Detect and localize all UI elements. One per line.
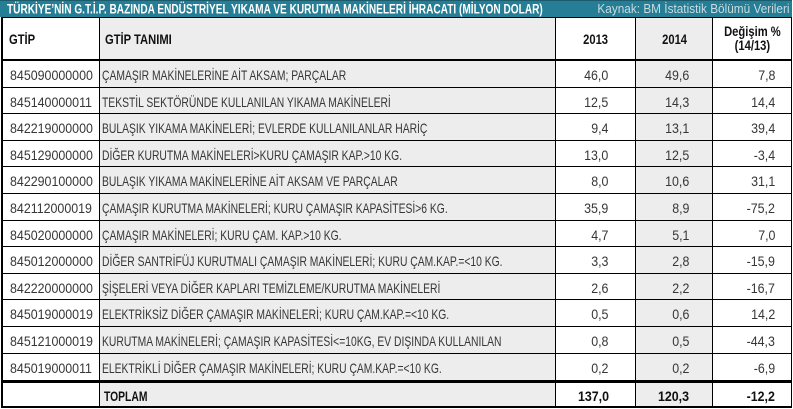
cell-2013: 9,4 (556, 114, 637, 140)
total-label: TOPLAM (99, 382, 557, 407)
cell-gtip-code: 842290100000 (3, 167, 100, 193)
cell-change: 31,1 (713, 167, 792, 193)
cell-change: 14,2 (713, 300, 792, 326)
cell-2014: 12,5 (636, 140, 714, 167)
cell-2013: 12,5 (556, 87, 637, 114)
cell-2014: 2,2 (636, 273, 714, 300)
cell-2013: 8,0 (556, 167, 637, 193)
table-row: 842220000000 ŞİŞELERİ VEYA DİĞER KAPLARI … (3, 273, 792, 301)
cell-2013: 0,8 (556, 326, 637, 353)
table-row: 845121000019 KURUTMA MAKİNELERİ; ÇAMAŞIR … (3, 326, 792, 354)
header-degisim: Değişim % (14/13) (713, 18, 792, 59)
cell-change: -6,9 (713, 353, 792, 380)
cell-2014: 0,6 (636, 300, 714, 326)
cell-change: 7,8 (713, 61, 792, 87)
header-gtip-tanimi: GTİP TANIMI (99, 18, 557, 59)
cell-2014: 0,2 (636, 353, 714, 380)
export-table: GTİP GTİP TANIMI 2013 2014 Değişim % (14/… (1, 17, 792, 409)
cell-change: -15,9 (713, 247, 792, 273)
cell-gtip-name: KURUTMA MAKİNELERİ; ÇAMAŞIR KAPASİTESİ<=… (99, 326, 557, 353)
header-2014: 2014 (636, 18, 714, 59)
table-row: 842219000000 BULAŞIK YIKAMA MAKİNELERİ; E… (3, 114, 792, 141)
table-row: 842290100000 BULAŞIK YIKAMA MAKİNELERİNE … (3, 167, 792, 194)
cell-gtip-name: BULAŞIK YIKAMA MAKİNELERİNE AİT AKSAM VE… (99, 167, 557, 193)
cell-gtip-name: DİĞER KURUTMA MAKİNELERİ>KURU ÇAMAŞIR KA… (99, 140, 557, 167)
cell-gtip-code: 845129000000 (3, 140, 100, 167)
table-row: 845012000000 DİĞER SANTRİFÜJ KURUTMALI ÇA… (3, 247, 792, 274)
cell-2013: 46,0 (556, 61, 637, 87)
cell-change: -16,7 (713, 273, 792, 300)
table-row: 845019000019 ELEKTRİKSİZ DİĞER ÇAMAŞIR MA… (3, 300, 792, 327)
cell-gtip-name: ELEKTRİKLİ DİĞER ÇAMAŞIR MAKİNELERİ; KUR… (99, 353, 557, 380)
cell-2013: 13,0 (556, 140, 637, 167)
cell-gtip-code: 845019000019 (3, 300, 100, 326)
cell-change: 14,4 (713, 87, 792, 114)
header-gtip: GTİP (3, 18, 100, 59)
cell-gtip-code: 845090000000 (3, 61, 100, 87)
cell-2013: 35,9 (556, 193, 637, 220)
cell-2014: 49,6 (636, 61, 714, 87)
table-row: 845090000000 ÇAMAŞIR MAKİNELERİNE AİT AKS… (3, 61, 792, 88)
total-2014: 120,3 (636, 382, 714, 407)
cell-2013: 0,2 (556, 353, 637, 380)
cell-2014: 8,9 (636, 193, 714, 220)
cell-gtip-name: ÇAMAŞIR KURUTMA MAKİNELERİ; KURU ÇAMAŞIR… (99, 193, 557, 220)
cell-gtip-name: TEKSTİL SEKTÖRÜNDE KULLANILAN YIKAMA MAK… (99, 87, 557, 114)
cell-gtip-name: DİĞER SANTRİFÜJ KURUTMALI ÇAMAŞIR MAKİNE… (99, 247, 557, 273)
cell-gtip-name: ÇAMAŞIR MAKİNELERİNE AİT AKSAM; PARÇALAR (99, 61, 557, 87)
cell-2014: 2,8 (636, 247, 714, 273)
cell-2014: 13,1 (636, 114, 714, 140)
cell-gtip-code: 845140000011 (3, 87, 100, 114)
cell-gtip-code: 845020000000 (3, 220, 100, 247)
table-row: 845140000011 TEKSTİL SEKTÖRÜNDE KULLANILA… (3, 87, 792, 115)
cell-change: -3,4 (713, 140, 792, 167)
cell-gtip-code: 842220000000 (3, 273, 100, 300)
table-header-row: GTİP GTİP TANIMI 2013 2014 Değişim % (14/… (3, 18, 792, 61)
cell-gtip-code: 845012000000 (3, 247, 100, 273)
table-row: 845020000000 ÇAMAŞIR MAKİNELERİ; KURU ÇAM… (3, 220, 792, 248)
cell-gtip-code: 842219000000 (3, 114, 100, 140)
cell-gtip-name: ŞİŞELERİ VEYA DİĞER KAPLARI TEMİZLEME/KU… (99, 273, 557, 300)
cell-change: 7,0 (713, 220, 792, 247)
table-row: 842112000019 ÇAMAŞIR KURUTMA MAKİNELERİ; … (3, 193, 792, 221)
cell-change: -75,2 (713, 193, 792, 220)
table-body: 845090000000 ÇAMAŞIR MAKİNELERİNE AİT AKS… (3, 61, 792, 383)
cell-2014: 10,6 (636, 167, 714, 193)
title-bar: TÜRKİYE’NİN G.T.İ.P. BAZINDA ENDÜSTRİYEL… (0, 0, 792, 17)
cell-gtip-name: BULAŞIK YIKAMA MAKİNELERİ; EVLERDE KULLA… (99, 114, 557, 140)
cell-2013: 4,7 (556, 220, 637, 247)
page-title: TÜRKİYE’NİN G.T.İ.P. BAZINDA ENDÜSTRİYEL… (7, 1, 543, 17)
cell-2013: 0,5 (556, 300, 637, 326)
cell-gtip-name: ÇAMAŞIR MAKİNELERİ; KURU ÇAM. KAP.>10 KG… (99, 220, 557, 247)
cell-gtip-name: ELEKTRİKSİZ DİĞER ÇAMAŞIR MAKİNELERİ; KU… (99, 300, 557, 326)
cell-2014: 14,3 (636, 87, 714, 114)
cell-2013: 3,3 (556, 247, 637, 273)
cell-gtip-code: 842112000019 (3, 193, 100, 220)
total-2013: 137,0 (556, 382, 637, 407)
cell-gtip-code: 845121000019 (3, 326, 100, 353)
table-row: 845129000000 DİĞER KURUTMA MAKİNELERİ>KUR… (3, 140, 792, 168)
cell-2013: 2,6 (556, 273, 637, 300)
table-row: 845019000011 ELEKTRİKLİ DİĞER ÇAMAŞIR MAK… (3, 353, 792, 383)
total-empty-cell (3, 382, 100, 407)
cell-gtip-code: 845019000011 (3, 353, 100, 380)
header-2013: 2013 (556, 18, 637, 59)
table-total-row: TOPLAM 137,0 120,3 -12,2 (3, 382, 792, 407)
cell-2014: 0,5 (636, 326, 714, 353)
cell-change: 39,4 (713, 114, 792, 140)
cell-change: -44,3 (713, 326, 792, 353)
cell-2014: 5,1 (636, 220, 714, 247)
source-note: Kaynak: BM İstatistik Bölümü Verileri (597, 2, 790, 16)
total-change: -12,2 (713, 382, 792, 407)
